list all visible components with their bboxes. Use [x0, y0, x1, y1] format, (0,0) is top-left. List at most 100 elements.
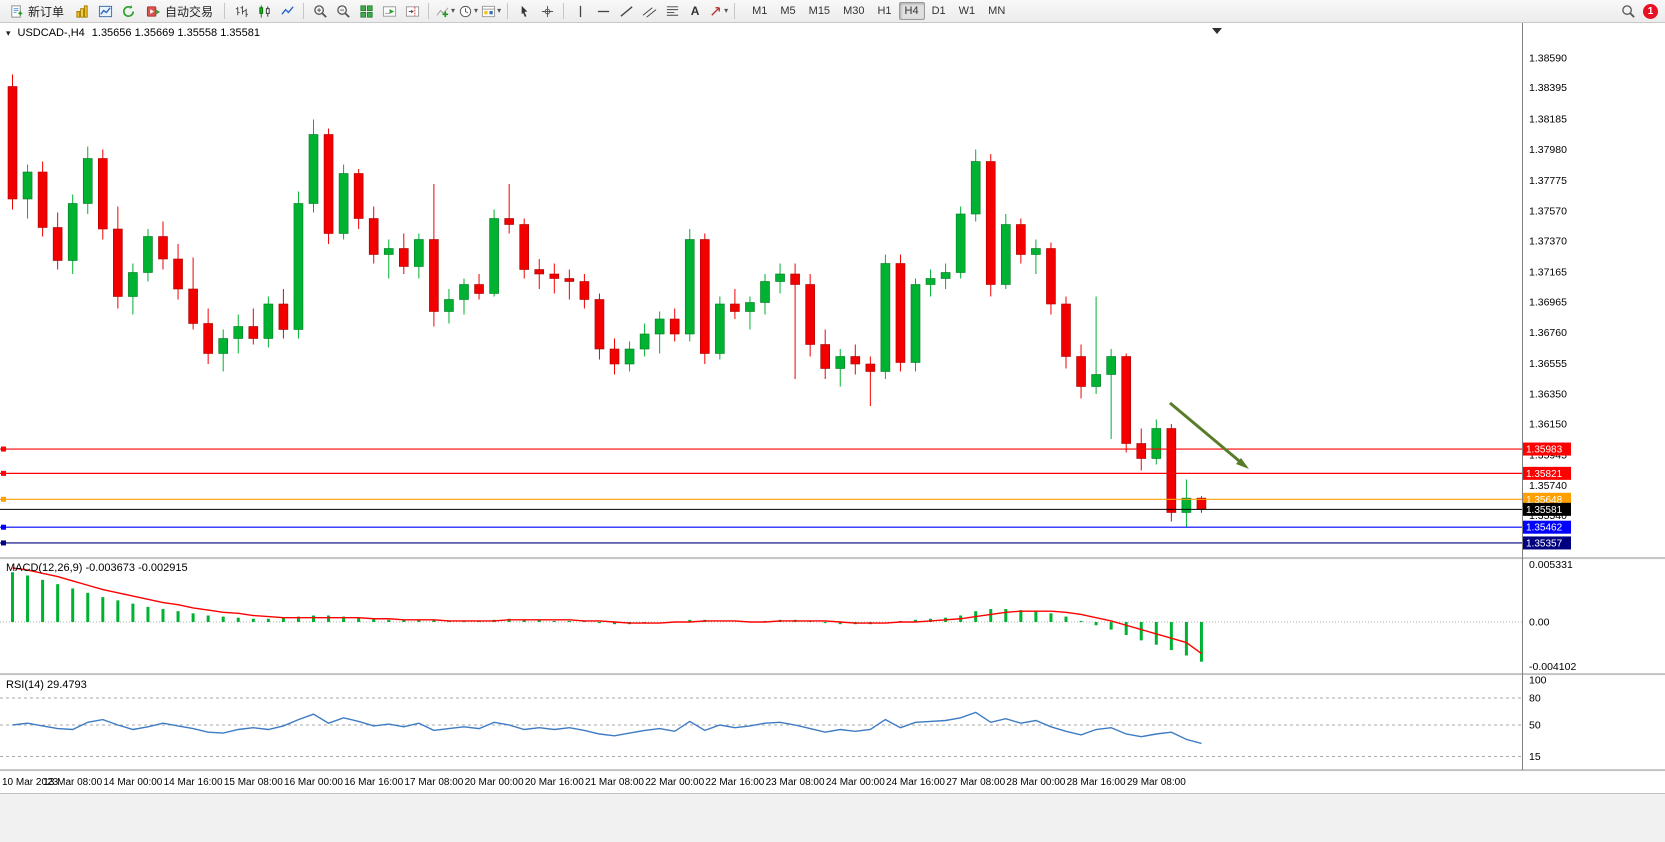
- price-axis-label: 1.37165: [1529, 266, 1567, 278]
- price-badge[interactable]: [1523, 492, 1571, 506]
- gold-bars-button[interactable]: [71, 1, 93, 21]
- notification-badge[interactable]: 1: [1643, 3, 1658, 19]
- timeframe-m5-button[interactable]: M5: [780, 5, 796, 17]
- timeframe-m30-button[interactable]: M30: [843, 5, 865, 17]
- candle: [790, 273, 800, 285]
- rsi-axis-label: 80: [1529, 693, 1541, 705]
- candle: [444, 299, 454, 312]
- price-badge[interactable]: [1523, 442, 1571, 456]
- indicators-icon: [436, 6, 449, 17]
- arrows-dropdown-caret[interactable]: ▾: [724, 6, 729, 15]
- candle: [955, 213, 966, 273]
- timeframe-mn-button[interactable]: MN: [988, 5, 1006, 17]
- candle: [398, 248, 409, 267]
- rsi-axis-label: 15: [1529, 751, 1541, 763]
- timeframe-d1-button[interactable]: D1: [931, 5, 946, 17]
- indicators-button[interactable]: ▾: [434, 1, 456, 21]
- chart-shift-marker[interactable]: [1212, 28, 1222, 34]
- price-axis-label: 1.37570: [1529, 206, 1567, 218]
- auto-scroll-button[interactable]: [378, 1, 400, 21]
- line-chart-button[interactable]: [276, 1, 298, 21]
- candle: [504, 218, 514, 225]
- horizontal-line-button[interactable]: [592, 1, 614, 21]
- candle: [1181, 497, 1192, 513]
- chart-dropdown-icon[interactable]: ▾: [6, 27, 11, 38]
- hline-handle[interactable]: [1, 470, 6, 476]
- text-tool-button[interactable]: A: [684, 1, 706, 21]
- candle: [609, 348, 620, 365]
- templates-dropdown-caret[interactable]: ▾: [497, 6, 502, 15]
- candle: [1136, 443, 1147, 459]
- arrows-tool-button[interactable]: ▾: [707, 1, 729, 21]
- chart-shift-button[interactable]: [401, 1, 423, 21]
- new-order-button[interactable]: 新订单: [3, 1, 70, 21]
- refresh-button[interactable]: [117, 1, 139, 21]
- periods-dropdown-caret[interactable]: ▾: [474, 6, 479, 15]
- templates-button[interactable]: ▾: [480, 1, 502, 21]
- separator: [563, 3, 565, 19]
- hline-handle[interactable]: [1, 496, 6, 502]
- price-badge[interactable]: [1523, 466, 1571, 480]
- candle: [805, 284, 815, 345]
- timeframe-h4-button[interactable]: H4: [898, 2, 925, 20]
- timeframe-buttons: M1 M5 M15 M30 H1 H4 D1 W1 MN: [746, 2, 1011, 20]
- crosshair-button[interactable]: [536, 1, 558, 21]
- candle: [549, 273, 560, 279]
- candle: [820, 344, 831, 369]
- chart-region: 1.38590 1.38395 1.38185 1.37980 1.37775 1.375…: [0, 23, 1665, 793]
- price-axis-label: 1.38590: [1529, 53, 1567, 65]
- tile-windows-button[interactable]: [355, 1, 377, 21]
- timeframe-m15-button[interactable]: M15: [808, 5, 831, 17]
- hline-handle[interactable]: [1, 524, 6, 530]
- price-badge[interactable]: [1523, 520, 1571, 534]
- vertical-line-icon: [579, 5, 581, 17]
- time-axis-label: 14 Mar 00:00: [103, 777, 162, 788]
- zoom-out-button[interactable]: [332, 1, 354, 21]
- hline-handle[interactable]: [1, 446, 6, 452]
- indicators-dropdown-caret[interactable]: ▾: [451, 6, 456, 15]
- time-axis-label: 20 Mar 16:00: [525, 777, 584, 788]
- search-button[interactable]: [1617, 1, 1639, 21]
- periods-button[interactable]: ▾: [457, 1, 479, 21]
- bar-chart-button[interactable]: [230, 1, 252, 21]
- notification-count: 1: [1647, 5, 1654, 17]
- candle: [338, 173, 349, 234]
- fibonacci-button[interactable]: [661, 1, 683, 21]
- price-badge[interactable]: [1523, 502, 1571, 516]
- price-chart[interactable]: 1.38590 1.38395 1.38185 1.37980 1.37775 1.375…: [0, 23, 1665, 793]
- cursor-button[interactable]: [513, 1, 535, 21]
- gold-bars-icon: [75, 4, 88, 18]
- candle: [248, 326, 259, 339]
- time-axis-label: 20 Mar 00:00: [465, 777, 524, 788]
- candlestick-chart-button[interactable]: [253, 1, 275, 21]
- market-chart-button[interactable]: [94, 1, 116, 21]
- auto-trading-button[interactable]: 自动交易: [140, 1, 219, 21]
- timeframe-w1-button[interactable]: W1: [958, 5, 976, 17]
- candle: [323, 134, 334, 234]
- vertical-line-button[interactable]: [569, 1, 591, 21]
- chart-shift-icon: [405, 5, 419, 17]
- candlestick-icon: [258, 4, 270, 18]
- hline-handle[interactable]: [1, 540, 6, 546]
- price-axis-label: 1.35740: [1529, 480, 1567, 492]
- timeframe-h1-button[interactable]: H1: [877, 5, 892, 17]
- zoom-in-button[interactable]: [309, 1, 331, 21]
- channel-button[interactable]: [638, 1, 660, 21]
- arrows-tool-icon: [711, 6, 720, 16]
- price-badge-label: 1.35581: [1526, 505, 1563, 516]
- price-badge-label: 1.35648: [1526, 495, 1563, 506]
- candle: [970, 161, 981, 215]
- candle: [293, 203, 304, 330]
- toolbar: 新订单 自动交易: [0, 0, 1665, 23]
- annotation-arrow[interactable]: [1169, 401, 1245, 467]
- candle: [1106, 356, 1116, 375]
- price-badge[interactable]: [1523, 536, 1571, 550]
- candle: [1000, 224, 1011, 285]
- candle: [52, 227, 63, 261]
- price-badge-label: 1.35462: [1526, 523, 1563, 534]
- annotation-arrowhead[interactable]: [1236, 458, 1249, 469]
- auto-scroll-icon: [382, 5, 396, 17]
- time-axis-label: 24 Mar 00:00: [826, 777, 885, 788]
- timeframe-m1-button[interactable]: M1: [752, 5, 768, 17]
- trendline-button[interactable]: [615, 1, 637, 21]
